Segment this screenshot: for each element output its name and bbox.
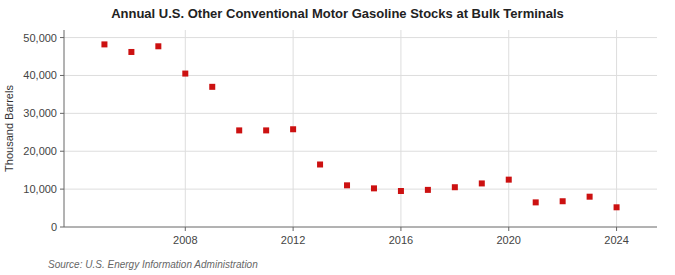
point: [614, 204, 620, 210]
y-tick-label: 50,000: [23, 32, 57, 44]
point: [101, 41, 107, 47]
point: [560, 198, 566, 204]
y-tick: [60, 113, 64, 114]
point: [371, 185, 377, 191]
x-tick-label: 2024: [604, 234, 628, 246]
chart-container: Annual U.S. Other Conventional Motor Gas…: [0, 0, 675, 275]
x-grid-line: [616, 30, 617, 227]
x-tick: [400, 227, 401, 231]
y-tick: [60, 75, 64, 76]
y-tick: [60, 151, 64, 152]
x-tick: [616, 227, 617, 231]
y-grid-line: [64, 113, 657, 114]
y-grid-line: [64, 37, 657, 38]
chart-svg: Annual U.S. Other Conventional Motor Gas…: [0, 0, 675, 275]
y-tick-label: 20,000: [23, 145, 57, 157]
marks: [101, 41, 619, 210]
x-tick-label: 2020: [497, 234, 521, 246]
y-axis-label: Thousand Barrels: [3, 85, 15, 172]
y-grid-line: [64, 75, 657, 76]
grid: [64, 30, 657, 227]
point: [236, 127, 242, 133]
point: [533, 199, 539, 205]
x-axis-line: [64, 227, 657, 228]
point: [155, 43, 161, 49]
y-tick-label: 0: [51, 221, 57, 233]
x-grid-line: [185, 30, 186, 227]
x-tick-label: 2008: [173, 234, 197, 246]
point: [263, 127, 269, 133]
x-tick: [508, 227, 509, 231]
y-grid-line: [64, 151, 657, 152]
y-tick-label: 30,000: [23, 107, 57, 119]
y-tick: [60, 227, 64, 228]
x-tick-label: 2016: [389, 234, 413, 246]
axes: 0 10,000 20,000 30,000 40,000 50,000 2008 2012 2…: [23, 30, 657, 246]
point: [209, 84, 215, 90]
point: [425, 187, 431, 193]
y-tick: [60, 37, 64, 38]
y-tick: [60, 189, 64, 190]
point: [182, 71, 188, 77]
x-tick: [185, 227, 186, 231]
x-tick: [293, 227, 294, 231]
point: [344, 182, 350, 188]
x-tick-label: 2012: [281, 234, 305, 246]
title: Annual U.S. Other Conventional Motor Gas…: [111, 6, 564, 21]
point: [398, 188, 404, 194]
point: [128, 49, 134, 55]
point: [506, 177, 512, 183]
point: [479, 180, 485, 186]
y-grid-line: [64, 189, 657, 190]
x-grid-line: [400, 30, 401, 227]
y-tick-label: 10,000: [23, 183, 57, 195]
point: [317, 161, 323, 167]
point: [290, 126, 296, 132]
source-note: Source: U.S. Energy Information Administ…: [48, 259, 258, 270]
y-axis-line: [64, 30, 65, 227]
x-grid-line: [508, 30, 509, 227]
point: [587, 194, 593, 200]
point: [452, 184, 458, 190]
y-tick-label: 40,000: [23, 69, 57, 81]
